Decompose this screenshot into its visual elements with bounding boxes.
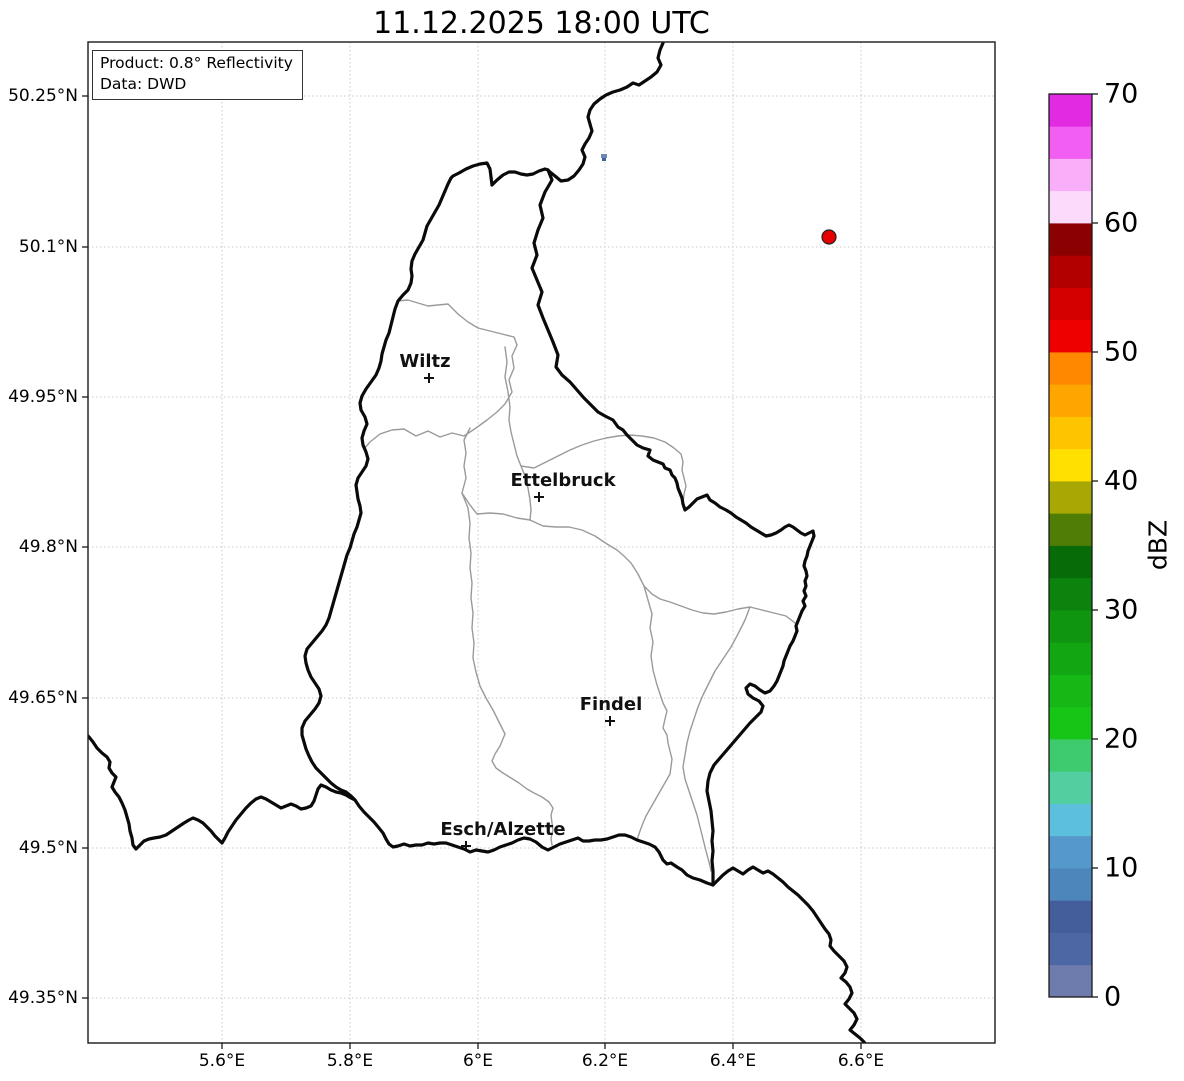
annotation-product-line: Product: 0.8° Reflectivity: [100, 54, 293, 72]
colorbar-color-block: [1049, 384, 1092, 417]
y-tick-label: 49.8°N: [18, 537, 78, 557]
axis-tick-marks: [82, 95, 862, 1049]
city-label: Findel: [579, 694, 643, 715]
city-plus-marker: [605, 716, 615, 726]
colorbar-tick-label: 40: [1104, 465, 1139, 497]
colorbar-color-block: [1049, 932, 1092, 966]
colorbar-color-block: [1049, 190, 1092, 224]
x-tick-label: 6.2°E: [581, 1051, 629, 1071]
plot-frame: [87, 41, 996, 1044]
canton-boundary: [461, 492, 554, 846]
colorbar-color-block: [1049, 352, 1092, 385]
colorbar-color-block: [1049, 513, 1092, 546]
colorbar-color-block: [1049, 674, 1092, 708]
colorbar-color-block: [1049, 964, 1092, 998]
y-tick-label: 49.35°N: [8, 988, 78, 1008]
colorbar-tick-label: 0: [1104, 981, 1122, 1013]
country-borders: [88, 42, 867, 1043]
figure-title: 11.12.2025 18:00 UTC: [373, 6, 710, 41]
city-markers: [424, 373, 615, 851]
colorbar-tick-label: 30: [1104, 594, 1139, 626]
colorbar-color-block: [1049, 900, 1092, 933]
annotation-data-line: Data: DWD: [100, 75, 187, 93]
y-tick-label: 49.5°N: [18, 838, 78, 858]
x-tick-label: 5.8°E: [326, 1051, 374, 1071]
colorbar-color-block: [1049, 448, 1092, 482]
canton-boundary: [397, 299, 518, 346]
colorbar-tick-label: 20: [1104, 723, 1139, 755]
colorbar-color-block: [1049, 642, 1092, 675]
x-tick-label: 5.6°E: [198, 1051, 246, 1071]
city-label: Ettelbruck: [510, 470, 616, 491]
colorbar-color-block: [1049, 287, 1092, 321]
canton-boundaries: [363, 299, 796, 872]
colorbar-color-block: [1049, 771, 1092, 804]
colorbar-color-block: [1049, 319, 1092, 353]
radar-site-dot: [821, 229, 837, 245]
colorbar-color-block: [1049, 803, 1092, 837]
canton-boundary: [504, 346, 532, 521]
canton-boundary: [529, 519, 796, 624]
canton-boundary: [461, 492, 531, 521]
colorbar-color-block: [1049, 255, 1092, 288]
colorbar-tick-label: 70: [1104, 78, 1139, 110]
canton-boundary: [363, 344, 518, 450]
colorbar-color-block: [1049, 706, 1092, 740]
y-tick-label: 50.25°N: [8, 86, 78, 106]
france-belgium-border: [88, 733, 357, 851]
x-tick-label: 6.6°E: [837, 1051, 885, 1071]
x-tick-label: 6.4°E: [709, 1051, 757, 1071]
colorbar-color-block: [1049, 126, 1092, 159]
colorbar-color-block: [1049, 577, 1092, 611]
colorbar-tick-label: 50: [1104, 336, 1139, 368]
colorbar-color-block: [1049, 223, 1092, 256]
france-germany-border: [711, 865, 867, 1043]
colorbar-color-block: [1049, 868, 1092, 901]
luxembourg-border: [300, 161, 816, 887]
colorbar-color-block: [1049, 94, 1092, 127]
canton-boundary: [520, 434, 687, 503]
radar-echo-pixel: [602, 158, 606, 161]
y-tick-label: 49.95°N: [8, 387, 78, 407]
colorbar-color-block: [1049, 545, 1092, 579]
x-tick-label: 6°E: [462, 1051, 494, 1071]
colorbar-tick-label: 10: [1104, 852, 1139, 884]
plot-area: [88, 42, 995, 1043]
city-plus-marker: [534, 492, 544, 502]
colorbar-color-block: [1049, 610, 1092, 643]
colorbar-color-block: [1049, 835, 1092, 869]
colorbar-color-block: [1049, 158, 1092, 192]
city-label: Wiltz: [399, 351, 451, 372]
canton-boundary: [682, 606, 751, 872]
city-plus-marker: [424, 373, 434, 383]
colorbar-frame: [1048, 93, 1093, 998]
city-label: Esch/Alzette: [440, 819, 566, 840]
colorbar-tick-marks: [1092, 93, 1098, 998]
colorbar-color-block: [1049, 739, 1092, 772]
radar-echo-pixel: [601, 154, 607, 158]
canton-boundary: [636, 585, 673, 841]
colorbar: [1049, 94, 1092, 998]
y-tick-label: 50.1°N: [18, 237, 78, 257]
y-tick-label: 49.65°N: [8, 688, 78, 708]
colorbar-color-block: [1049, 481, 1092, 514]
city-plus-marker: [461, 841, 471, 851]
colorbar-tick-label: 60: [1104, 207, 1139, 239]
belgium-germany-border: [546, 42, 665, 183]
product-annotation-box: Product: 0.8° Reflectivity Data: DWD: [92, 50, 303, 100]
colorbar-color-block: [1049, 416, 1092, 450]
canton-boundary: [461, 427, 471, 494]
radar-echo-layer: [601, 154, 837, 245]
